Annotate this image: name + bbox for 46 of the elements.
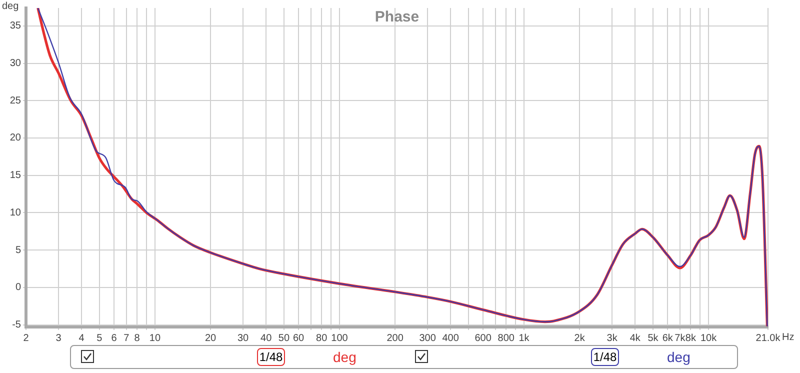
y-tick-label: 0 xyxy=(15,282,22,294)
x-tick-label: 80 xyxy=(316,332,328,344)
y-tick-label: -5 xyxy=(12,320,22,331)
x-axis-title: Hz xyxy=(782,332,794,343)
x-tick-label: 8k xyxy=(685,332,697,344)
x-tick-label: 5k xyxy=(648,332,660,344)
x-tick-label: 4k xyxy=(630,332,642,344)
x-tick-label: 600 xyxy=(474,332,492,344)
x-tick-label: 3 xyxy=(56,332,62,344)
x-tick-label: 40 xyxy=(260,332,272,344)
text: 1/48 xyxy=(591,348,619,366)
x-tick-label: 10k xyxy=(700,332,718,344)
x-tick-label: 20 xyxy=(204,332,217,344)
x-tick-label: 7 xyxy=(124,332,130,344)
chart-title: Phase xyxy=(374,8,420,26)
x-tick-label: 21.0k xyxy=(756,332,782,344)
x-tick-label: 50 xyxy=(278,332,290,344)
x-tick-label: 4 xyxy=(78,332,85,344)
x-tick-label: 400 xyxy=(442,332,460,344)
x-tick-label: 200 xyxy=(386,332,404,344)
x-tick-label: 30 xyxy=(237,332,250,344)
y-tick-label: 30 xyxy=(10,58,22,70)
text: deg xyxy=(333,349,356,365)
x-tick-label: 2 xyxy=(23,332,30,344)
x-tick-label: 3k xyxy=(606,332,618,344)
y-tick-label: 10 xyxy=(10,207,22,218)
x-tick-label: 300 xyxy=(419,332,436,344)
x-tick-label: 6k xyxy=(662,332,674,344)
x-tick-label: 60 xyxy=(293,332,305,344)
x-tick-label: 2k xyxy=(574,332,586,344)
y-tick-label: 25 xyxy=(10,95,22,106)
x-tick-label: 100 xyxy=(331,332,348,344)
y-tick-label: 20 xyxy=(10,132,22,144)
x-tick-label: 8 xyxy=(134,332,140,344)
text: deg xyxy=(667,349,690,365)
x-tick-label: 6 xyxy=(111,332,118,344)
x-tick-label: 1k xyxy=(518,332,530,344)
y-axis-title: deg xyxy=(2,0,19,12)
text: 1/48 xyxy=(257,348,285,366)
x-tick-label: 10 xyxy=(149,332,161,344)
x-tick-label: 5 xyxy=(96,332,103,344)
x-tick-label: 800 xyxy=(498,332,515,344)
y-tick-label: 5 xyxy=(15,244,22,256)
x-tick-label: 7k xyxy=(674,332,686,344)
y-tick-label: 35 xyxy=(10,20,22,32)
y-tick-label: 15 xyxy=(10,170,22,182)
